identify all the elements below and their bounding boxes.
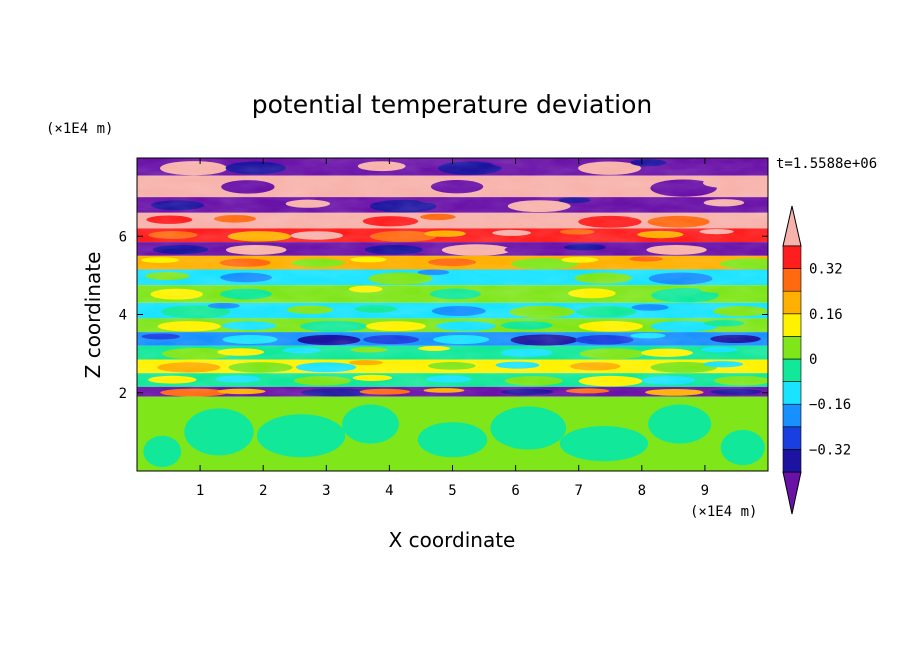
x-tick-label: 1 <box>196 483 204 499</box>
colorbar-segment <box>782 290 802 315</box>
colorbar-bottom-extension <box>782 471 802 515</box>
y-axis-unit: (×1E4 m) <box>46 121 113 137</box>
lower-layer-blob <box>490 406 567 450</box>
time-label: t=1.5588e+06 <box>776 156 877 172</box>
x-axis-unit: (×1E4 m) <box>690 504 757 520</box>
lower-layer-blob <box>256 414 346 458</box>
colorbar-segment <box>782 449 802 473</box>
x-axis-label: X coordinate <box>389 528 516 552</box>
colorbar-segment <box>782 336 802 360</box>
y-tick-label: 4 <box>119 308 127 324</box>
colorbar-tick-label: 0 <box>809 352 817 368</box>
x-axis-ticks: 1 2 3 4 5 6 7 8 9 <box>196 158 709 499</box>
lower-layer-blob <box>342 404 399 444</box>
colorbar-segment <box>782 381 802 405</box>
colorbar-segment <box>782 313 802 337</box>
y-tick-label: 6 <box>119 229 127 245</box>
lower-layer-blob <box>417 422 488 458</box>
x-tick-label: 2 <box>259 483 267 499</box>
colorbar-segment <box>782 268 802 292</box>
heatmap-plot-area <box>137 158 768 471</box>
x-tick-label: 7 <box>574 483 582 499</box>
lower-layer-blob <box>143 435 182 468</box>
x-tick-label: 9 <box>701 483 709 499</box>
colorbar-tick-label: −0.16 <box>809 397 851 413</box>
lower-layer-blob <box>720 429 765 466</box>
colorbar-segment <box>782 245 802 269</box>
x-tick-label: 6 <box>511 483 519 499</box>
colorbar-tick-label: −0.32 <box>809 442 851 458</box>
chart-title: potential temperature deviation <box>252 90 652 119</box>
lower-layer-blob <box>184 408 254 456</box>
colorbar-top-extension <box>782 205 802 247</box>
texture-overlay <box>137 158 768 397</box>
y-axis-label: Z coordinate <box>81 252 105 379</box>
colorbar-tick-label: 0.32 <box>809 262 843 278</box>
y-tick-label: 2 <box>119 386 127 402</box>
x-tick-label: 8 <box>638 483 646 499</box>
lower-layer <box>137 396 768 471</box>
colorbar-tick-label: 0.16 <box>809 307 843 323</box>
x-tick-label: 4 <box>385 483 393 499</box>
x-tick-label: 3 <box>322 483 330 499</box>
lower-layer-blob <box>648 404 712 444</box>
colorbar-segment <box>782 358 802 382</box>
colorbar-segment <box>782 426 802 450</box>
colorbar-segment <box>782 403 802 428</box>
x-tick-label: 5 <box>448 483 456 499</box>
lower-layer-blob <box>559 426 649 462</box>
y-axis-ticks: 2 4 6 <box>119 229 768 402</box>
colorbar: 0.32 0.16 0 −0.16 −0.32 <box>782 205 851 515</box>
